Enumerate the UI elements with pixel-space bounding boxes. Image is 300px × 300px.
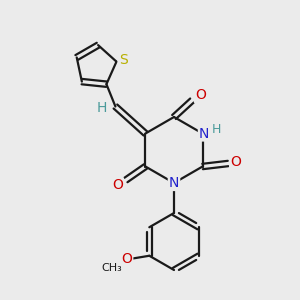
- Text: H: H: [212, 123, 221, 136]
- Text: O: O: [122, 252, 132, 266]
- Text: N: N: [169, 176, 179, 190]
- Text: H: H: [97, 101, 107, 115]
- Text: O: O: [230, 155, 241, 169]
- Text: S: S: [119, 53, 128, 67]
- Text: O: O: [112, 178, 123, 192]
- Text: CH₃: CH₃: [101, 263, 122, 273]
- Text: O: O: [195, 88, 206, 102]
- Text: N: N: [199, 127, 209, 140]
